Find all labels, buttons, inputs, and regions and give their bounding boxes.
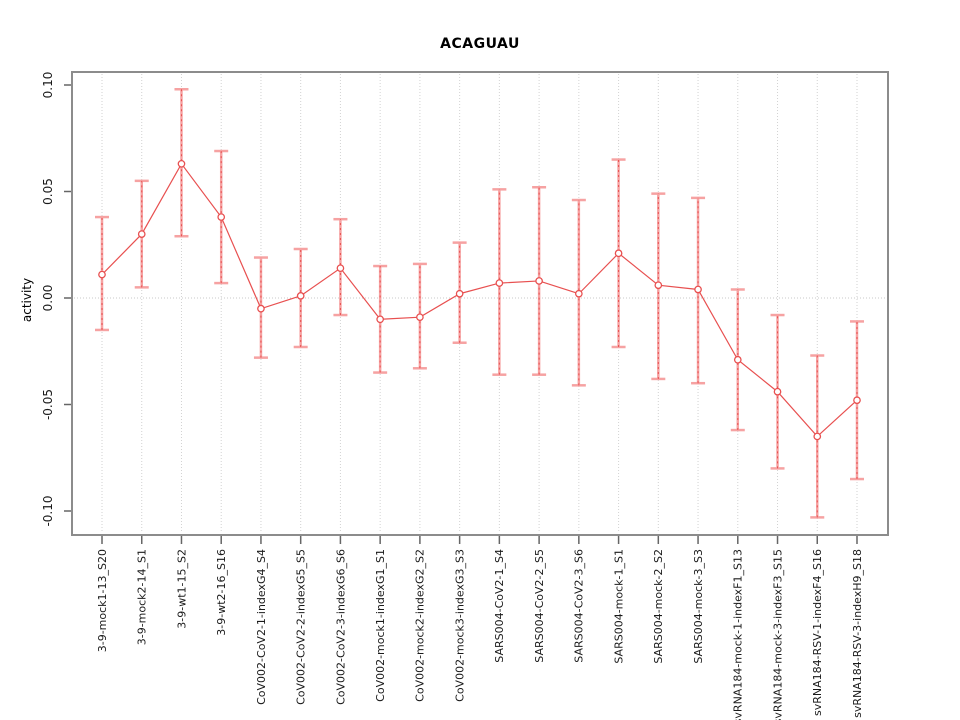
data-point (733, 355, 742, 364)
x-category-label: svRNA184-RSV-3-indexH9_S18 (851, 549, 864, 718)
data-point (416, 313, 424, 322)
x-category-label: CoV002-CoV2-3-indexG6_S6 (334, 549, 347, 705)
y-tick-label: 0.10 (41, 72, 55, 99)
data-point (813, 432, 822, 441)
x-category-label: CoV002-CoV2-1-indexG4_S4 (255, 549, 268, 705)
x-category-label: svRNA184-RSV-1-indexF4_S16 (811, 549, 824, 716)
x-category-label: SARS004-mock-3_S3 (692, 549, 705, 664)
x-category-label: SARS004-CoV2-3_S6 (573, 549, 586, 663)
x-category-label: CoV002-mock2-indexG2_S2 (414, 549, 427, 702)
data-point (853, 396, 861, 405)
data-point (574, 289, 583, 298)
data-point (495, 279, 504, 287)
plot-box (71, 71, 889, 536)
chart-title: ACAGUAU (440, 36, 520, 52)
x-category-label: CoV002-mock3-indexG3_S3 (453, 549, 466, 702)
data-point (98, 270, 106, 279)
x-category-label: svRNA184-mock-3-indexF3_S15 (771, 549, 784, 720)
data-point (137, 230, 146, 238)
data-point (217, 213, 226, 221)
y-tick-label: 0.00 (41, 285, 55, 312)
series-line (101, 162, 858, 438)
data-point (376, 315, 385, 324)
x-category-label: 3-9-mock2-14_S1 (136, 549, 149, 645)
x-category-label: 3-9-wt2-16_S16 (215, 549, 228, 636)
data-point (296, 292, 305, 300)
x-category-label: SARS004-CoV2-1_S4 (493, 549, 506, 663)
data-point (535, 277, 543, 285)
data-point (614, 249, 623, 258)
data-point (257, 304, 265, 313)
x-category-label: 3-9-mock1-13_S20 (96, 549, 109, 652)
y-tick-label: 0.05 (41, 178, 55, 205)
y-tick-label: -0.10 (41, 495, 55, 526)
data-point (654, 281, 663, 290)
x-category-label: 3-9-wt1-15_S2 (175, 549, 188, 629)
x-category-label: svRNA184-mock-1-indexF1_S13 (732, 549, 745, 720)
data-point (336, 264, 345, 273)
x-category-label: SARS004-mock-2_S2 (652, 549, 665, 664)
data-point (177, 159, 186, 168)
x-category-label: CoV002-mock1-indexG1_S1 (374, 549, 387, 702)
data-point (773, 387, 782, 396)
data-point (455, 289, 464, 298)
x-category-label: CoV002-CoV2-2-indexG5_S5 (295, 549, 308, 705)
y-tick-label: -0.05 (41, 389, 55, 420)
x-category-label: SARS004-CoV2-2_S5 (533, 549, 546, 663)
data-point (694, 285, 702, 294)
x-category-label: SARS004-mock-1_S1 (612, 549, 625, 664)
